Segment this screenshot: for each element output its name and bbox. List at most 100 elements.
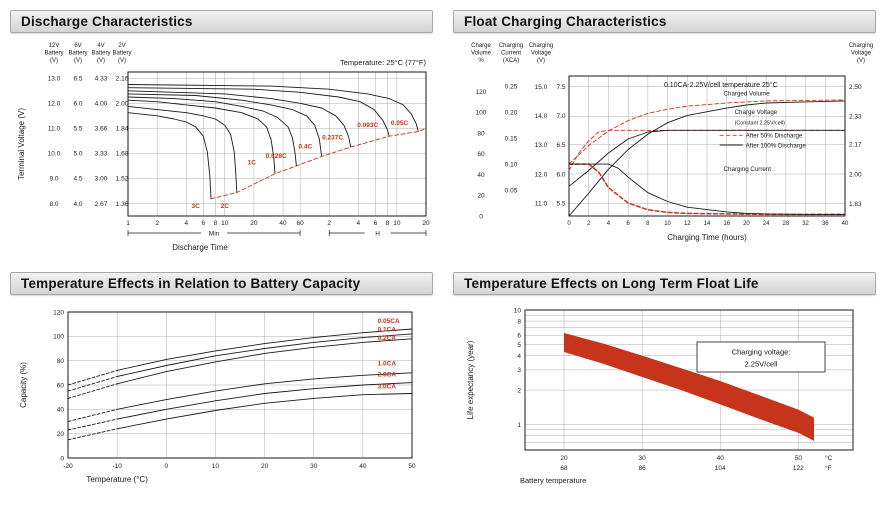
svg-text:60: 60 [296, 220, 304, 227]
svg-text:122: 122 [793, 465, 804, 472]
svg-text:0: 0 [479, 213, 483, 220]
svg-text:0: 0 [164, 463, 168, 470]
svg-text:3.33: 3.33 [95, 151, 108, 158]
svg-text:20: 20 [261, 463, 269, 470]
panel-temperature-capacity: Temperature Effects in Relation to Batte… [0, 268, 443, 523]
svg-text:0.1CA: 0.1CA [378, 326, 397, 333]
svg-text:12: 12 [684, 221, 691, 227]
svg-text:13.0: 13.0 [48, 76, 61, 83]
svg-text:Capacity (%): Capacity (%) [19, 362, 28, 408]
svg-text:3: 3 [517, 367, 521, 374]
svg-text:4: 4 [184, 220, 188, 227]
svg-text:20: 20 [743, 221, 750, 227]
svg-text:80: 80 [477, 130, 485, 137]
svg-text:3C: 3C [191, 203, 200, 210]
svg-text:Battery: Battery [68, 51, 87, 57]
svg-text:2V: 2V [118, 43, 125, 49]
svg-text:2: 2 [587, 221, 591, 227]
svg-text:12.0: 12.0 [48, 101, 61, 108]
svg-text:Discharge Time: Discharge Time [172, 243, 228, 252]
svg-text:20: 20 [477, 193, 485, 200]
svg-text:0.093C: 0.093C [357, 122, 378, 129]
svg-text:1.83: 1.83 [849, 201, 862, 208]
temperature-capacity-title-bar: Temperature Effects in Relation to Batte… [10, 272, 433, 295]
svg-text:2: 2 [327, 220, 331, 227]
svg-text:60: 60 [57, 382, 65, 389]
svg-text:8: 8 [646, 221, 650, 227]
svg-text:20: 20 [560, 455, 568, 462]
svg-text:9.0: 9.0 [49, 176, 58, 183]
svg-text:6: 6 [517, 333, 521, 340]
svg-text:2.0CA: 2.0CA [378, 371, 397, 378]
svg-text:After 50% Discharge: After 50% Discharge [746, 133, 803, 140]
svg-text:1.68: 1.68 [116, 151, 129, 158]
svg-text:Charged Volume: Charged Volume [724, 91, 771, 98]
svg-text:0: 0 [567, 221, 571, 227]
float-life-chart: 206830864010450122°C°F108654321Charging … [466, 307, 854, 485]
panel-float-life: Temperature Effects on Long Term Float L… [443, 268, 886, 523]
svg-text:10: 10 [212, 463, 220, 470]
temperature-capacity-title: Temperature Effects in Relation to Batte… [21, 276, 361, 291]
svg-text:H: H [375, 230, 380, 237]
float-life-title: Temperature Effects on Long Term Float L… [464, 276, 759, 291]
svg-text:6: 6 [201, 220, 205, 227]
svg-text:0.628C: 0.628C [266, 153, 287, 160]
svg-text:4.0: 4.0 [73, 201, 82, 208]
svg-text:40: 40 [359, 463, 367, 470]
svg-text:Charging: Charging [529, 43, 553, 49]
svg-text:3.0CA: 3.0CA [378, 384, 397, 391]
svg-text:4.5: 4.5 [73, 176, 82, 183]
svg-text:3.00: 3.00 [95, 176, 108, 183]
svg-text:40: 40 [279, 220, 287, 227]
svg-text:Charging Current: Charging Current [724, 166, 772, 173]
discharge-title: Discharge Characteristics [21, 14, 193, 29]
svg-text:5.0: 5.0 [73, 151, 82, 158]
svg-text:4: 4 [357, 220, 361, 227]
svg-text:1: 1 [517, 422, 521, 429]
svg-text:1.0CA: 1.0CA [378, 361, 397, 368]
float-charging-chart: 0 2 4 6 8 10 12 14 16 20 24 28 32 36 402.502.332.172.0… [471, 43, 873, 242]
svg-text:6V: 6V [74, 43, 81, 49]
svg-text:4: 4 [607, 221, 611, 227]
svg-text:10: 10 [393, 220, 401, 227]
svg-text:6.0: 6.0 [73, 101, 82, 108]
svg-text:24: 24 [763, 221, 770, 227]
svg-text:8.0: 8.0 [49, 201, 58, 208]
svg-text:28: 28 [783, 221, 790, 227]
svg-text:6.5: 6.5 [556, 142, 565, 149]
svg-text:(V): (V) [537, 58, 545, 64]
svg-text:50: 50 [795, 455, 803, 462]
svg-text:2: 2 [155, 220, 159, 227]
svg-text:5.5: 5.5 [73, 126, 82, 133]
svg-text:11.0: 11.0 [48, 126, 61, 133]
svg-text:Voltage: Voltage [531, 51, 552, 57]
svg-text:7.5: 7.5 [556, 84, 565, 91]
svg-text:Life expectancy (year): Life expectancy (year) [466, 340, 475, 419]
svg-text:Min: Min [209, 230, 220, 237]
svg-text:°C: °C [825, 454, 833, 462]
svg-text:5: 5 [517, 342, 521, 349]
svg-text:-10: -10 [112, 463, 122, 470]
svg-text:0: 0 [60, 455, 64, 462]
float-charging-title-bar: Float Charging Characteristics [453, 10, 876, 33]
svg-text:8: 8 [386, 220, 390, 227]
svg-text:40: 40 [477, 172, 485, 179]
svg-text:(V): (V) [74, 58, 82, 64]
svg-text:8: 8 [517, 318, 521, 325]
svg-text:32: 32 [802, 221, 809, 227]
svg-text:10.0: 10.0 [48, 151, 61, 158]
svg-text:86: 86 [639, 465, 647, 472]
svg-text:Terminal Voltage (V): Terminal Voltage (V) [17, 108, 26, 180]
svg-text:4.33: 4.33 [95, 76, 108, 83]
svg-text:30: 30 [639, 455, 647, 462]
svg-text:80: 80 [57, 358, 65, 365]
svg-text:0.05: 0.05 [505, 187, 518, 194]
svg-text:50: 50 [408, 463, 416, 470]
svg-text:%: % [478, 58, 484, 64]
svg-text:10: 10 [221, 220, 229, 227]
svg-text:1C: 1C [248, 159, 257, 166]
svg-text:7.0: 7.0 [556, 113, 565, 120]
svg-text:0.10CA-2.25V/cell temperature: 0.10CA-2.25V/cell temperature 25°C [664, 81, 778, 89]
svg-text:12V: 12V [49, 43, 60, 49]
svg-text:°F: °F [825, 464, 832, 472]
